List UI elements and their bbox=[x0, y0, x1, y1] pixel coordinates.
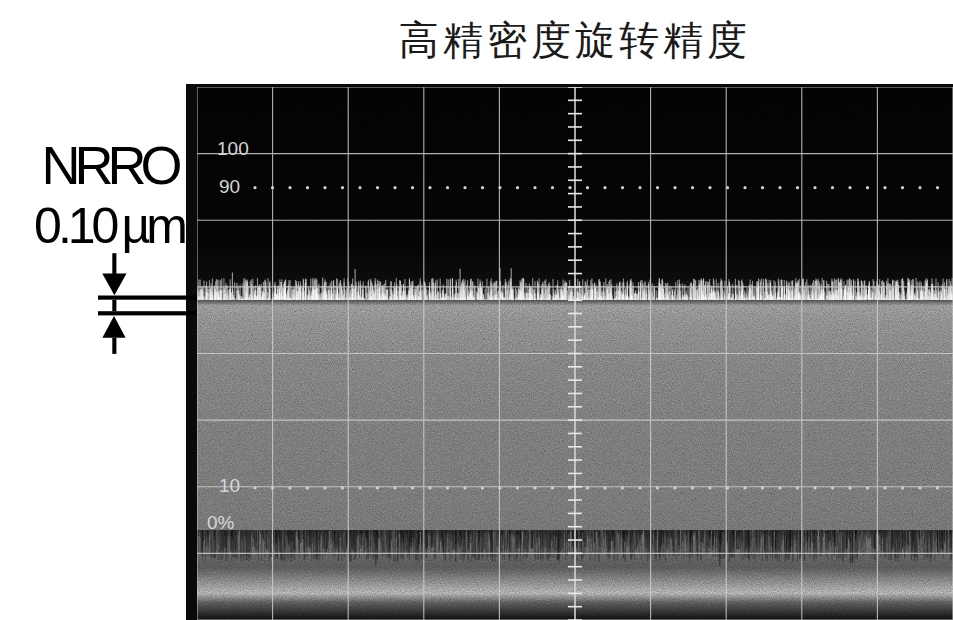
svg-text:90: 90 bbox=[219, 176, 240, 197]
svg-text:100: 100 bbox=[217, 138, 249, 159]
svg-text:10: 10 bbox=[219, 475, 240, 496]
svg-text:0%: 0% bbox=[207, 512, 235, 533]
